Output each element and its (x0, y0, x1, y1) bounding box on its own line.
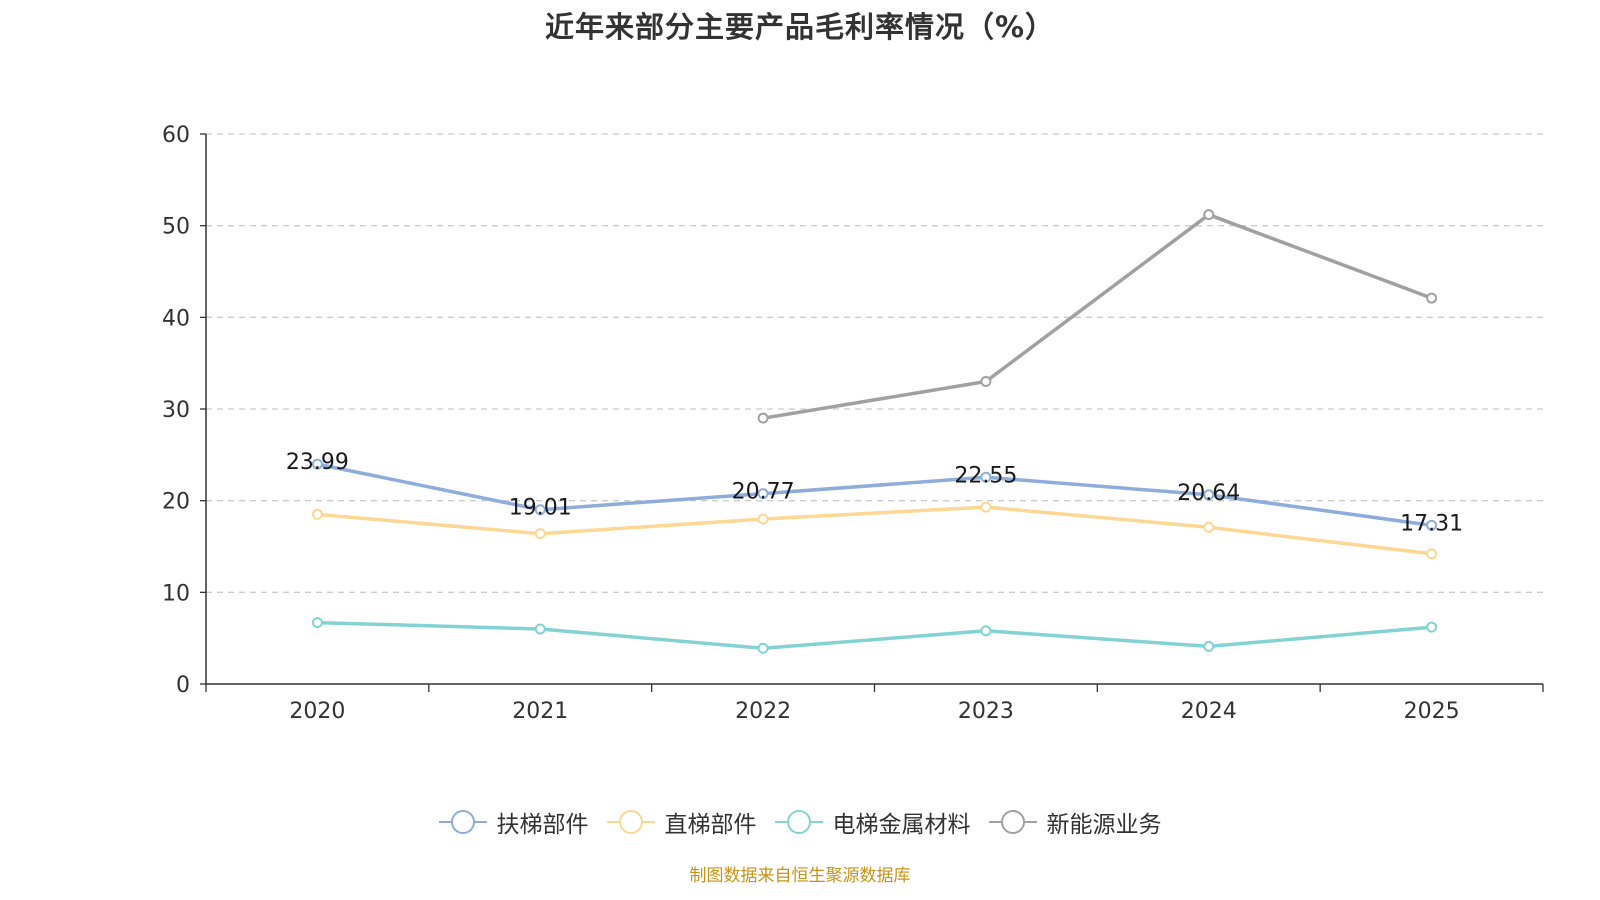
y-tick-label: 40 (162, 306, 190, 331)
data-point (534, 528, 546, 540)
legend-label: 电梯金属材料 (832, 812, 971, 838)
x-tick-label: 2021 (512, 699, 568, 724)
data-point (1203, 489, 1215, 501)
x-tick-label: 2023 (958, 699, 1014, 724)
series-lines (311, 209, 1438, 654)
data-point (980, 625, 992, 637)
data-label: 20.64 (1177, 481, 1240, 506)
legend-circle-icon (438, 810, 487, 834)
source-note: 制图数据来自恒生聚源数据库 (689, 866, 911, 886)
data-point (980, 376, 992, 387)
x-tick-label: 2025 (1404, 699, 1460, 724)
data-point (757, 488, 769, 500)
x-tick-label: 2022 (735, 699, 791, 724)
legend-marker (618, 810, 643, 834)
chart-title: 近年来部分主要产品毛利率情况（%） (544, 10, 1056, 44)
data-point (980, 501, 992, 513)
legend-circle-icon (606, 810, 655, 834)
series-line (317, 620, 1432, 651)
data-label: 22.55 (954, 463, 1017, 488)
data-labels: 23.99 19.01 20.77 22.55 20.64 17.31 (286, 450, 1463, 536)
data-point (980, 471, 992, 483)
y-tick-label: 0 (176, 673, 190, 698)
data-point (534, 504, 546, 516)
legend-item[interactable]: 扶梯部件 (438, 805, 589, 839)
data-point (1203, 209, 1215, 221)
legend-marker (450, 810, 475, 834)
legend-item[interactable]: 电梯金属材料 (774, 805, 971, 839)
legend-item[interactable]: 新能源业务 (988, 805, 1162, 839)
data-point (1426, 621, 1438, 633)
data-point (311, 508, 323, 520)
data-point (1203, 640, 1215, 652)
data-label: 23.99 (286, 450, 349, 475)
y-tick-label: 60 (162, 123, 190, 148)
x-tick-label: 2020 (289, 699, 345, 724)
legend-circle-icon (774, 810, 823, 834)
data-point (757, 412, 769, 424)
data-point (534, 623, 546, 635)
axes: 0 10 20 30 40 50 60 2020 2021 2022 2023 2024 2025 (162, 123, 1544, 724)
legend: 扶梯部件 直梯部件 电梯金属材料 新能源业务 (0, 802, 1600, 842)
data-point (757, 642, 769, 654)
data-label: 20.77 (732, 480, 795, 505)
data-point (311, 617, 323, 629)
data-point (1203, 521, 1215, 533)
y-tick-label: 20 (162, 490, 190, 515)
legend-item[interactable]: 直梯部件 (606, 805, 757, 839)
legend-label: 直梯部件 (664, 812, 757, 838)
data-point (757, 513, 769, 525)
data-point (1426, 292, 1438, 304)
legend-label: 扶梯部件 (496, 812, 589, 838)
data-point (311, 458, 323, 470)
legend-label: 新能源业务 (1046, 812, 1162, 838)
y-tick-label: 50 (162, 215, 190, 240)
series-line (762, 212, 1433, 420)
legend-marker (1000, 810, 1025, 834)
data-label: 19.01 (509, 496, 572, 521)
data-point (1426, 548, 1438, 560)
series-line (317, 505, 1432, 556)
y-tick-label: 30 (162, 398, 190, 423)
grid-lines (206, 133, 1543, 593)
legend-circle-icon (988, 810, 1037, 834)
data-label: 17.31 (1400, 511, 1463, 536)
series-line (317, 462, 1432, 528)
y-tick-label: 10 (162, 581, 190, 606)
data-point (1426, 519, 1438, 531)
x-tick-label: 2024 (1181, 699, 1237, 724)
legend-marker (786, 810, 811, 834)
